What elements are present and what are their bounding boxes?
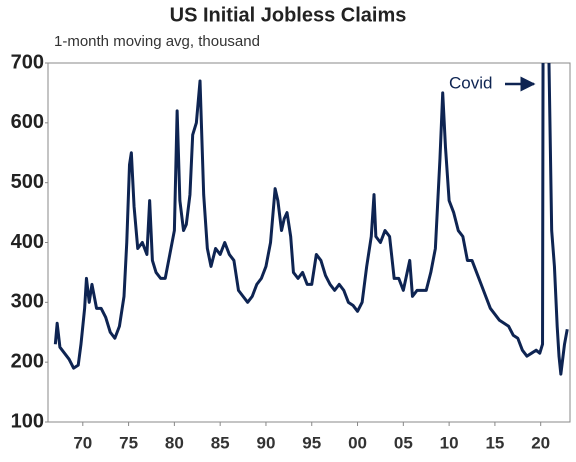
x-tick-label: 05 bbox=[394, 433, 413, 452]
x-tick-label: 10 bbox=[440, 433, 459, 452]
x-tick-label: 15 bbox=[485, 433, 504, 452]
y-tick-label: 600 bbox=[11, 111, 44, 133]
plot-area bbox=[53, 63, 569, 376]
data-line bbox=[53, 63, 569, 376]
x-tick-label: 70 bbox=[73, 433, 92, 452]
chart-subtitle: 1-month moving avg, thousand bbox=[54, 33, 260, 50]
y-tick-label: 300 bbox=[11, 291, 44, 313]
x-tick-label: 85 bbox=[211, 433, 230, 452]
x-tick-label: 20 bbox=[531, 433, 550, 452]
chart-title: US Initial Jobless Claims bbox=[170, 4, 407, 26]
x-tick-label: 90 bbox=[256, 433, 275, 452]
x-tick-label: 80 bbox=[165, 433, 184, 452]
x-tick-label: 95 bbox=[302, 433, 321, 452]
y-tick-label: 700 bbox=[11, 51, 44, 73]
y-tick-label: 500 bbox=[11, 171, 44, 193]
annotation: Covid bbox=[449, 73, 492, 92]
x-tick-label: 00 bbox=[348, 433, 367, 452]
x-tick-label: 75 bbox=[119, 433, 138, 452]
y-tick-label: 400 bbox=[11, 231, 44, 253]
y-tick-label: 200 bbox=[11, 350, 44, 372]
y-tick-label: 100 bbox=[11, 410, 44, 432]
